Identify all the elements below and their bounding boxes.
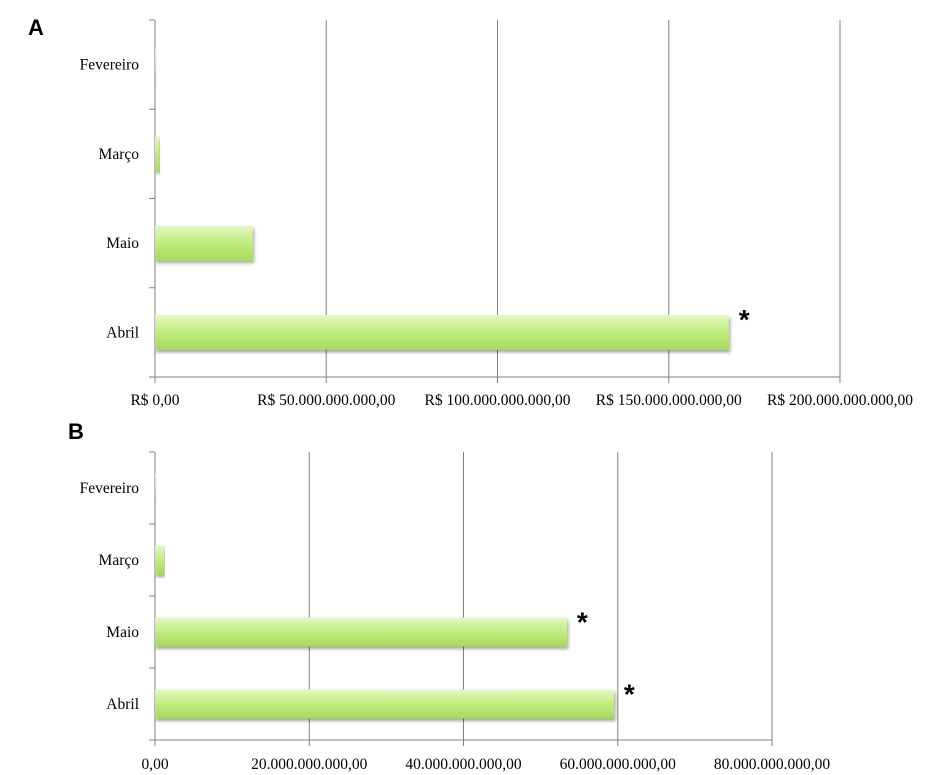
x-tick-label: 40.000.000.000,00 — [405, 756, 522, 773]
bar — [155, 225, 253, 261]
bar — [155, 473, 156, 503]
significance-marker: * — [624, 679, 635, 710]
x-tick-label: 20.000.000.000,00 — [251, 756, 368, 773]
x-tick-label: 80.000.000.000,00 — [714, 756, 831, 773]
panel-b-chart: B 0,00 20.000.000.000,00 40.000.000.000,00 6… — [68, 419, 830, 773]
bar — [155, 314, 729, 350]
category-label: Maio — [106, 235, 139, 252]
x-tick-label: R$ 50.000.000.000,00 — [257, 392, 395, 409]
significance-marker: * — [577, 607, 588, 638]
panel-a-chart: A R$ 0,00 R$ 50.000.000.000,00 R$ 100.000.0… — [28, 15, 913, 409]
panel-letter: A — [28, 15, 44, 40]
bar — [155, 545, 165, 575]
bar — [155, 136, 160, 172]
bar — [155, 689, 614, 719]
bar — [155, 47, 156, 83]
category-label: Abril — [106, 324, 139, 341]
category-label: Abril — [106, 696, 139, 713]
x-tick-label: R$ 0,00 — [130, 392, 179, 409]
x-tick-label: R$ 150.000.000.000,00 — [596, 392, 742, 409]
x-tick-label: 60.000.000.000,00 — [560, 756, 677, 773]
category-label: Fevereiro — [80, 480, 140, 497]
panel-letter: B — [68, 419, 84, 444]
bar — [155, 617, 567, 647]
category-label: Maio — [106, 624, 139, 641]
category-label: Março — [99, 552, 140, 569]
significance-marker: * — [739, 304, 750, 335]
x-tick-label: 0,00 — [141, 756, 168, 773]
category-label: Março — [99, 146, 140, 163]
x-tick-label: R$ 100.000.000.000,00 — [425, 392, 571, 409]
x-tick-label: R$ 200.000.000.000,00 — [767, 392, 913, 409]
category-label: Fevereiro — [80, 57, 140, 74]
